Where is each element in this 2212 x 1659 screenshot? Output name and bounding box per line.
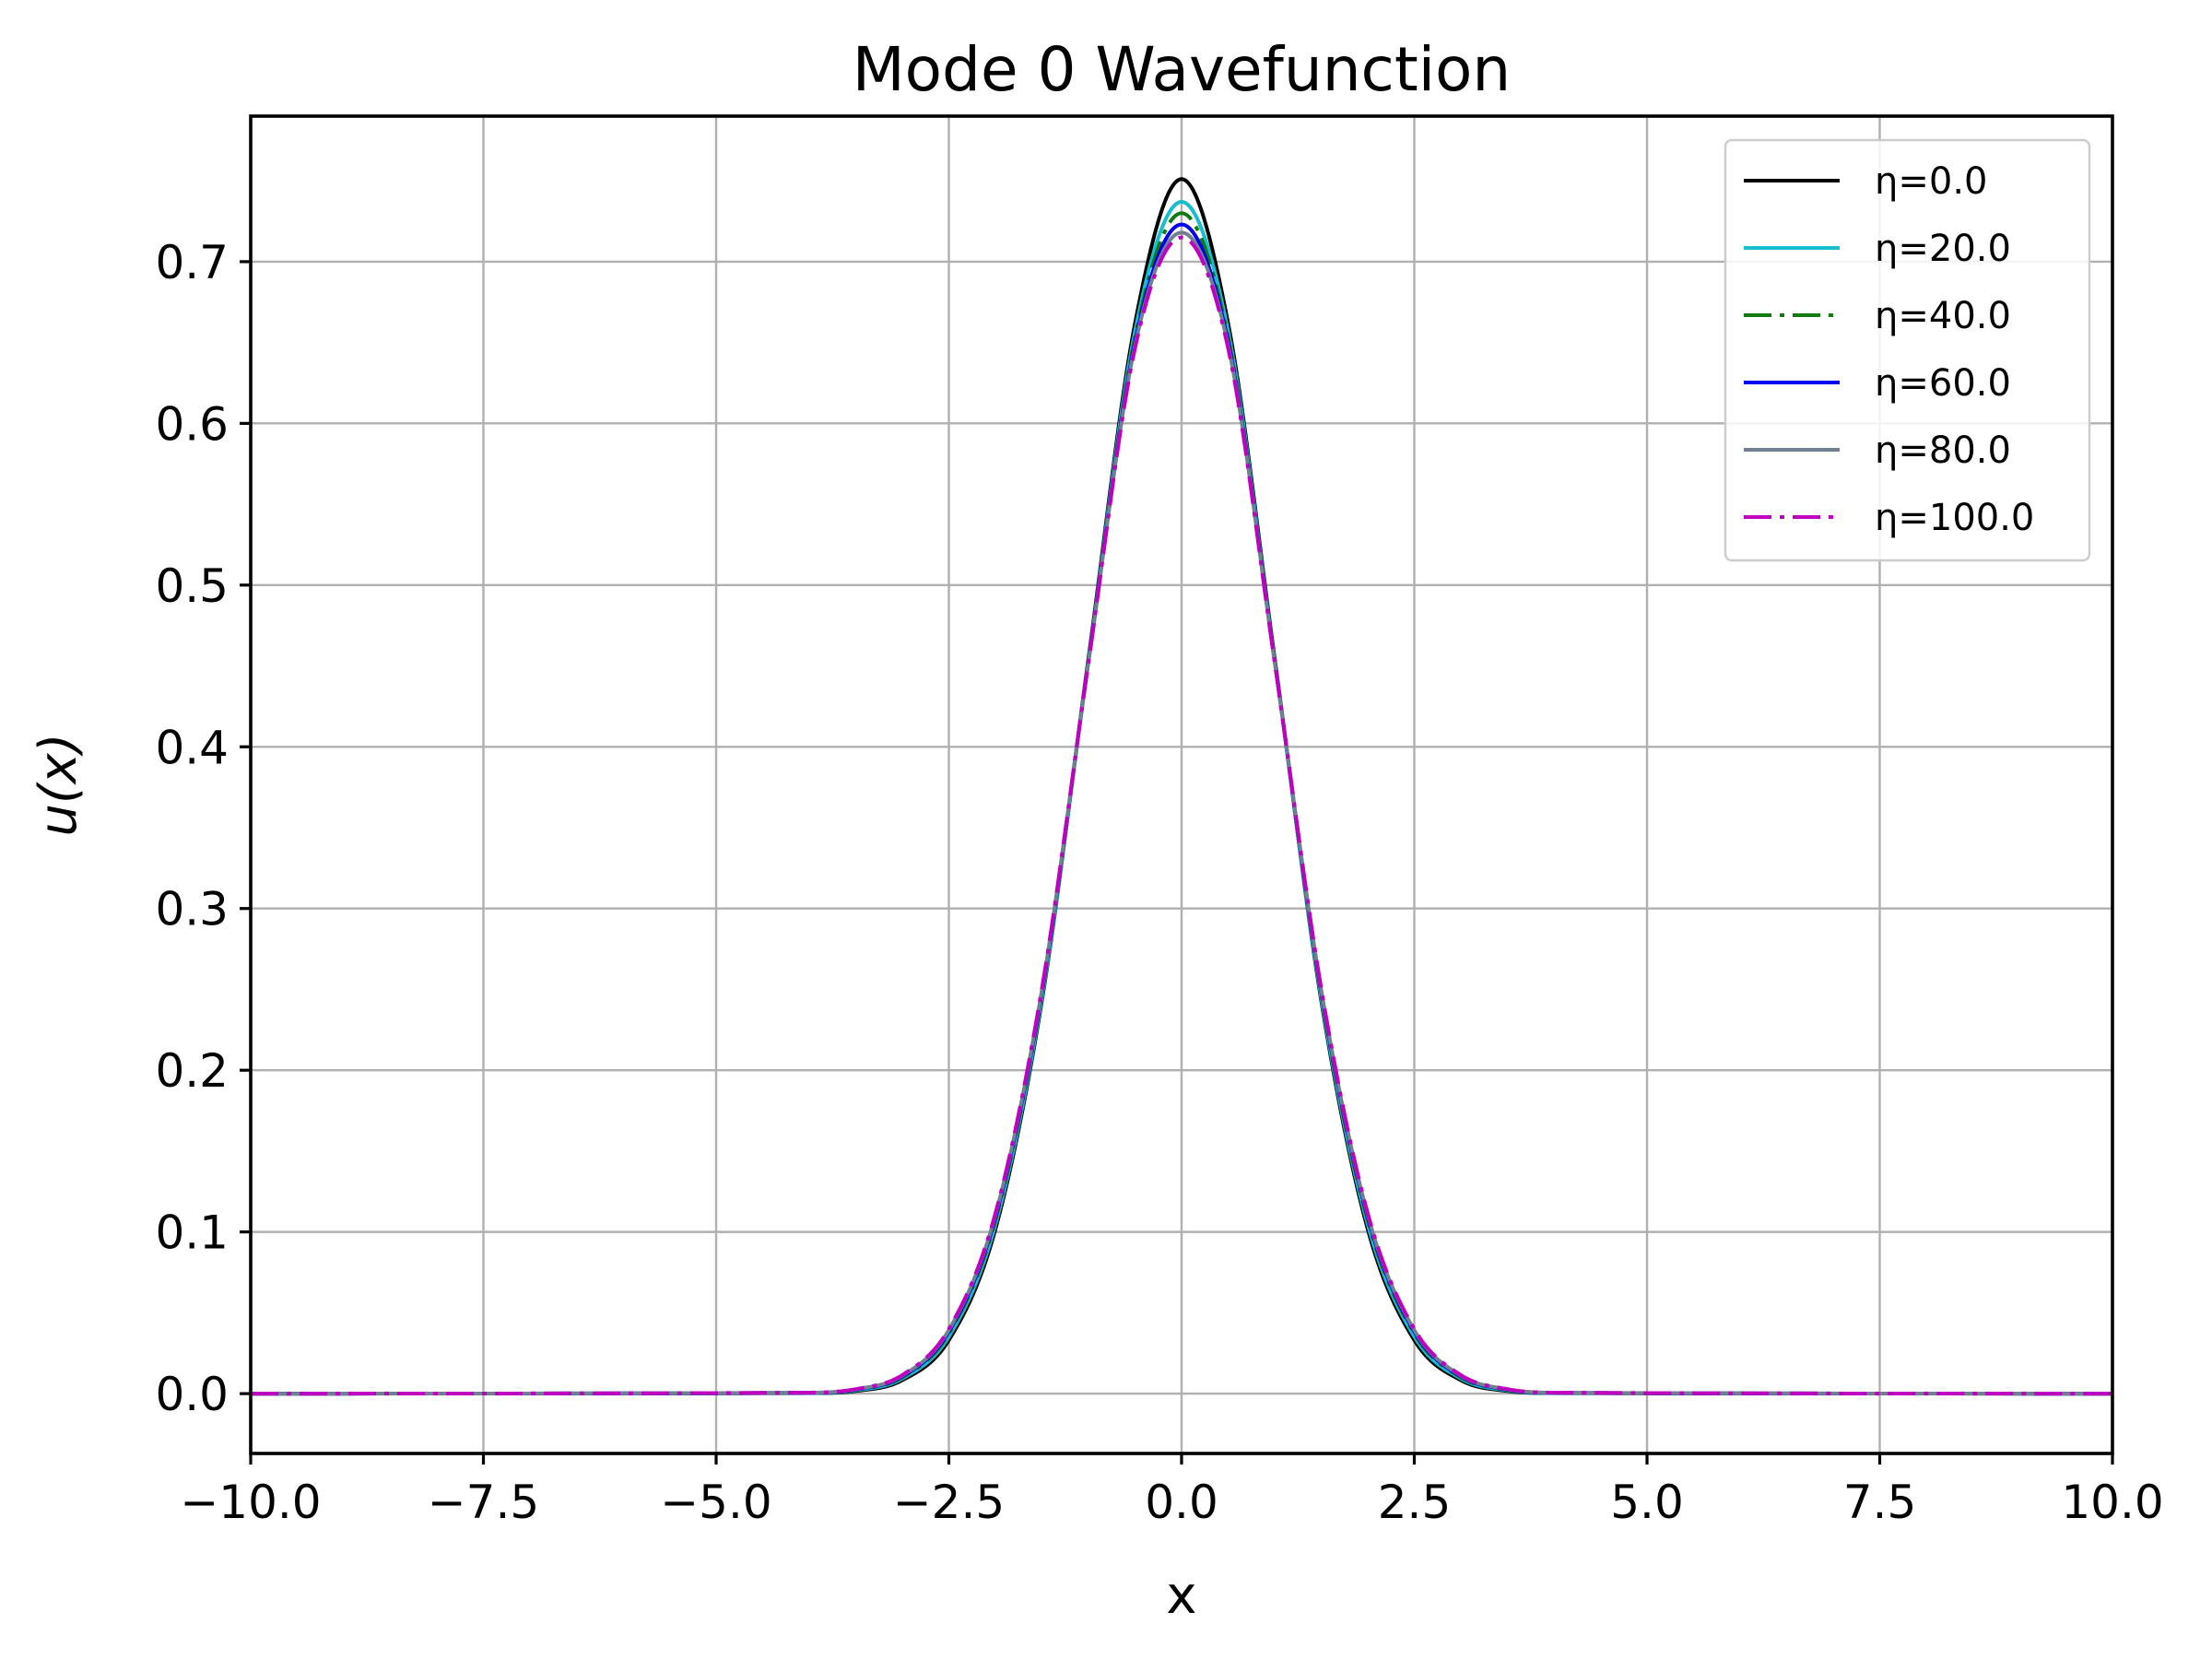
x-tick-label: −2.5 (893, 1476, 1005, 1529)
y-tick-label: 0.1 (155, 1206, 229, 1260)
series-layer (251, 177, 2112, 1396)
y-tick-label: 0.7 (155, 236, 229, 289)
x-tick-label: −10.0 (180, 1476, 321, 1529)
y-axis-label: u(x) (29, 733, 88, 836)
x-tick-label: −5.0 (660, 1476, 771, 1529)
x-tick-label: 7.5 (1843, 1476, 1917, 1529)
x-tick-label: 5.0 (1610, 1476, 1684, 1529)
x-tick-label: −7.5 (428, 1476, 539, 1529)
y-tick-label: 0.6 (155, 397, 229, 451)
legend-label: η=60.0 (1875, 362, 2011, 405)
chart-title: Mode 0 Wavefunction (853, 34, 1512, 105)
x-tick-label: 10.0 (2061, 1476, 2163, 1529)
x-tick-label: 2.5 (1378, 1476, 1452, 1529)
legend-box (1724, 138, 2091, 562)
y-tick-label: 0.0 (155, 1368, 229, 1421)
x-tick-label: 0.0 (1145, 1476, 1218, 1529)
legend: η=0.0 η=20.0 η=40.0 η=60.0 η=80.0 η=100.0 (1724, 138, 2091, 562)
y-tick-label: 0.4 (155, 721, 229, 774)
y-tick-label: 0.2 (155, 1044, 229, 1098)
legend-label: η=40.0 (1875, 295, 2011, 337)
ticks: −10.0 −7.5 −5.0 −2.5 0.0 2.5 5.0 7.5 10.0 0.0 0.1 0… (155, 236, 2163, 1529)
legend-label: η=20.0 (1875, 228, 2011, 270)
y-tick-label: 0.5 (155, 559, 229, 613)
legend-label: η=80.0 (1875, 429, 2011, 472)
x-axis-label: x (1166, 1566, 1196, 1626)
legend-label: η=0.0 (1875, 160, 1987, 203)
legend-label: η=100.0 (1875, 497, 2034, 539)
series-line-5 (251, 235, 2112, 1396)
y-tick-label: 0.3 (155, 883, 229, 936)
